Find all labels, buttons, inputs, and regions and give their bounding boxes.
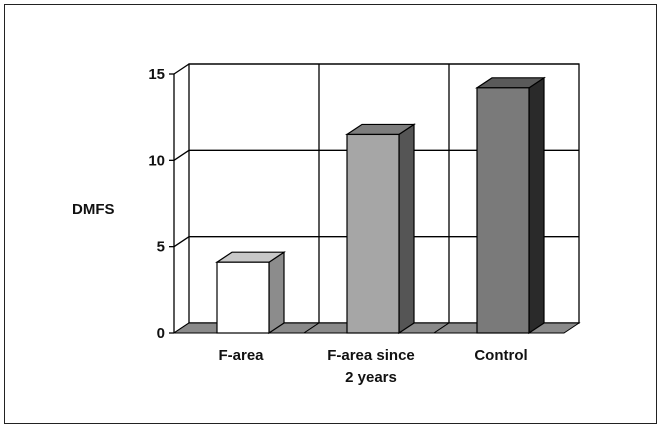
y-tick-label: 5 (157, 239, 165, 256)
gridline-side (173, 236, 190, 248)
chart-frame (4, 4, 657, 424)
y-tick-label: 0 (157, 325, 165, 342)
x-category-label-line: Control (474, 347, 527, 364)
gridline-side (173, 149, 190, 161)
bar (475, 76, 546, 335)
bar-side (268, 251, 285, 335)
bar-side (528, 76, 545, 335)
y-axis-label: DMFS (72, 201, 115, 218)
bar-series (215, 76, 546, 335)
x-category-label-line: F-area (218, 347, 264, 364)
x-category-label: F-area (218, 347, 264, 364)
bar-front (216, 261, 270, 334)
bar-front (476, 87, 530, 334)
x-category-label-line: F-area since (327, 347, 415, 364)
gridline-side (173, 63, 190, 75)
bar-front (346, 133, 400, 334)
x-axis-categories: F-area F-area since 2 years Control (218, 347, 527, 386)
x-category-label-line: 2 years (345, 369, 397, 386)
bar-side (398, 123, 415, 335)
x-category-label: Control (474, 347, 527, 364)
x-category-label: F-area since 2 years (327, 347, 415, 386)
chart-floor (172, 322, 581, 334)
y-tick-label: 10 (148, 152, 165, 169)
y-axis-ticks: 0 5 10 15 (148, 66, 174, 342)
bar (345, 123, 416, 335)
y-tick-label: 15 (148, 66, 165, 83)
bar (215, 251, 286, 335)
